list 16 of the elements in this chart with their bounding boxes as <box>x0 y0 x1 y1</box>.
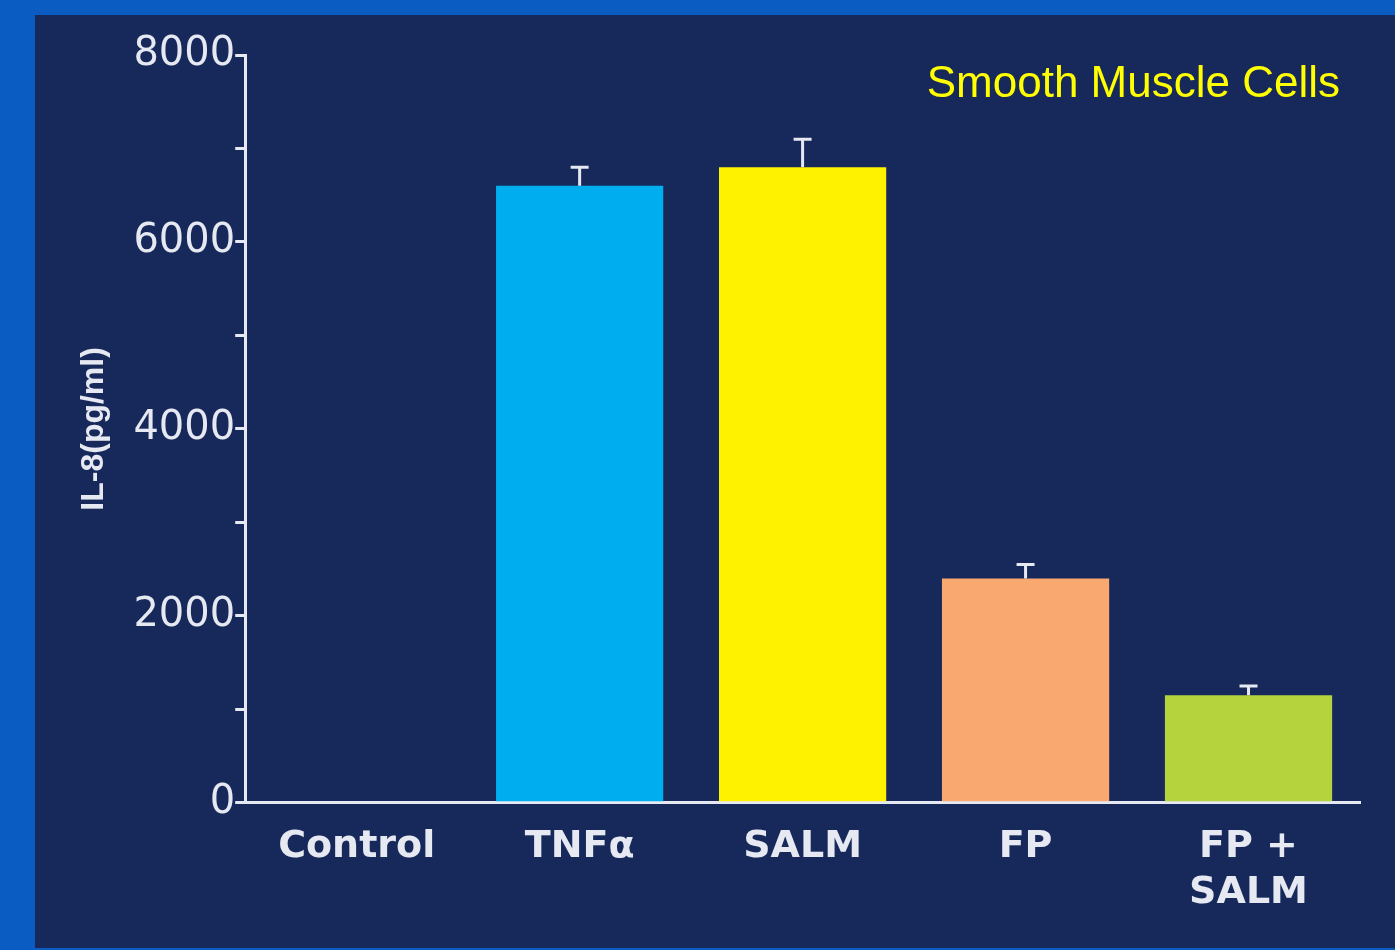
bar <box>718 167 887 802</box>
y-tick-label: 2000 <box>133 589 236 636</box>
x-tick-label: SALM <box>743 822 862 867</box>
chart-title: Smooth Muscle Cells <box>926 57 1340 107</box>
bar <box>496 185 664 802</box>
x-tick-label: FP + SALM <box>1189 822 1308 913</box>
y-tick-label: 8000 <box>133 28 236 75</box>
bar <box>941 578 1110 802</box>
y-axis-title: IL-8(pg/ml) <box>74 347 111 511</box>
bar <box>1164 695 1333 802</box>
x-tick-label: TNFα <box>524 822 635 867</box>
x-tick-label: Control <box>278 822 436 867</box>
x-tick-label: FP <box>998 822 1053 867</box>
y-tick-label: 4000 <box>133 402 236 449</box>
y-tick-label: 6000 <box>133 215 236 262</box>
y-tick-label: 0 <box>209 776 236 823</box>
